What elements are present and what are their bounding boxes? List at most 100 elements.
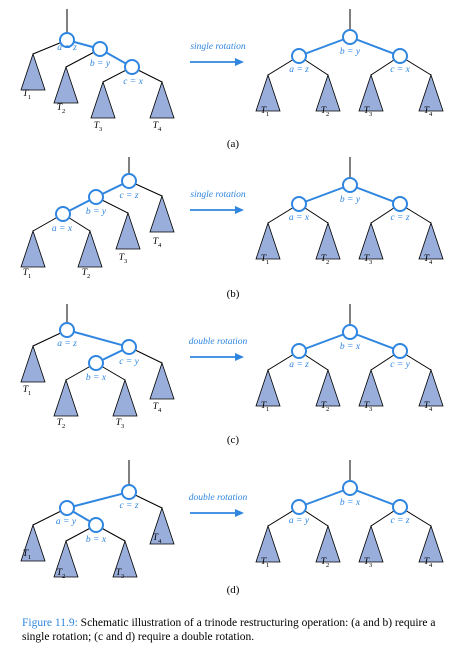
subtree-triangle: [20, 523, 46, 562]
panel-label: (a): [227, 138, 240, 150]
before-tree: a = z c = y b = x T1 T2 T3 T4: [20, 304, 175, 430]
before-tree: a = z b = y c = x T1 T2 T3 T4: [20, 9, 175, 133]
subtree-label-subscript: 3: [121, 573, 124, 580]
node-label: a = x: [52, 224, 73, 234]
restructure-edge: [298, 487, 351, 508]
subtree-label: T2: [57, 103, 66, 115]
subtree-triangle: [418, 221, 444, 260]
subtree-label-subscript: 4: [158, 407, 162, 414]
tree-node: [121, 339, 137, 355]
subtree-label: T1: [261, 106, 270, 118]
subtree-label-subscript: 1: [28, 390, 31, 397]
tree-node: [59, 322, 75, 338]
subtree-triangle: [358, 368, 384, 407]
subtree-label-subscript: 2: [326, 406, 329, 413]
subtree-triangle: [77, 229, 103, 268]
subtree-label-subscript: 3: [99, 126, 102, 133]
subtree-triangle: [115, 211, 141, 250]
subtree-label: T3: [94, 121, 103, 133]
node-label: a = z: [57, 43, 77, 53]
subtree-label: T4: [153, 121, 162, 133]
subtree-triangle: [255, 221, 281, 260]
rotation-type-label: single rotation: [190, 190, 246, 200]
node-label: a = z: [289, 65, 309, 75]
restructure-edge: [349, 331, 401, 352]
rotation-arrow-head: [235, 58, 244, 66]
subtree-triangle: [418, 524, 444, 563]
subtree-triangle: [255, 73, 281, 112]
subtree-label-subscript: 3: [369, 111, 372, 118]
subtree-label-subscript: 2: [326, 111, 329, 118]
tree-node: [88, 517, 104, 533]
subtree-triangle: [53, 539, 79, 578]
subtree-triangle: [53, 378, 79, 417]
subtree-label: T4: [424, 401, 433, 413]
caption-text: Schematic illustration of a trinode rest…: [22, 617, 436, 643]
subtree-triangle: [112, 378, 138, 417]
subtree-label-subscript: 1: [28, 94, 31, 101]
subtree-triangle: [315, 221, 341, 260]
subtree-label-subscript: 3: [121, 423, 124, 430]
subtree-triangle: [53, 65, 79, 104]
panel-d: c = z a = y b = x T1 T2 T3 T4 b = x a = y c = z T1…: [20, 460, 444, 596]
tree-node: [92, 41, 108, 57]
node-label: b = y: [340, 195, 361, 205]
tree-node: [291, 196, 307, 212]
figure-number: Figure 11.9:: [22, 617, 78, 629]
tree-node: [88, 189, 104, 205]
tree-node: [59, 500, 75, 516]
subtree-label: T3: [116, 568, 125, 580]
subtree-label: T4: [424, 254, 433, 266]
subtree-triangle: [149, 194, 175, 233]
subtree-label-subscript: 2: [62, 108, 65, 115]
node-label: b = y: [86, 207, 107, 217]
node-label: b = x: [340, 498, 361, 508]
subtree-label: T4: [153, 402, 162, 414]
subtree-label-subscript: 2: [326, 562, 329, 569]
subtree-label-subscript: 1: [266, 259, 269, 266]
subtree-label-subscript: 3: [369, 259, 372, 266]
subtree-label: T3: [364, 557, 373, 569]
subtree-label: T2: [321, 401, 330, 413]
subtree-triangle: [358, 73, 384, 112]
subtree-label-subscript: 2: [62, 423, 65, 430]
subtree-triangle: [315, 524, 341, 563]
panel-label: (b): [227, 288, 240, 300]
subtree-triangle: [20, 52, 46, 91]
subtree-triangle: [20, 229, 46, 268]
subtree-label-subscript: 1: [266, 406, 269, 413]
subtree-label: T3: [364, 401, 373, 413]
tree-node: [291, 343, 307, 359]
subtree-label: T1: [261, 557, 270, 569]
node-label: a = y: [56, 517, 77, 527]
subtree-label-subscript: 4: [158, 126, 162, 133]
subtree-label-subscript: 3: [369, 562, 372, 569]
tree-node: [392, 48, 408, 64]
node-label: c = x: [123, 77, 143, 87]
panel-a: a = z b = y c = x T1 T2 T3 T4 b = y a = z c = x T1…: [20, 9, 444, 150]
subtree-label: T1: [261, 401, 270, 413]
subtree-triangle: [255, 368, 281, 407]
subtree-triangle: [358, 221, 384, 260]
subtree-label: T2: [321, 557, 330, 569]
tree-node: [392, 499, 408, 515]
restructure-edge: [349, 36, 401, 57]
subtree-label-subscript: 2: [62, 573, 65, 580]
tree-node: [291, 499, 307, 515]
subtree-label: T2: [321, 254, 330, 266]
node-label: c = z: [119, 191, 138, 201]
node-label: a = x: [289, 213, 310, 223]
subtree-triangle: [149, 361, 175, 400]
subtree-label-subscript: 4: [429, 259, 433, 266]
node-label: a = z: [57, 339, 77, 349]
restructure-edge: [349, 184, 401, 205]
rotation-type-label: single rotation: [190, 42, 246, 52]
restructure-edge: [298, 184, 351, 205]
tree-node: [342, 29, 358, 45]
subtree-label-subscript: 1: [28, 273, 31, 280]
subtree-triangle: [315, 368, 341, 407]
subtree-label-subscript: 2: [87, 273, 90, 280]
subtree-label: T1: [23, 89, 32, 101]
tree-node: [291, 48, 307, 64]
tree-node: [59, 32, 75, 48]
